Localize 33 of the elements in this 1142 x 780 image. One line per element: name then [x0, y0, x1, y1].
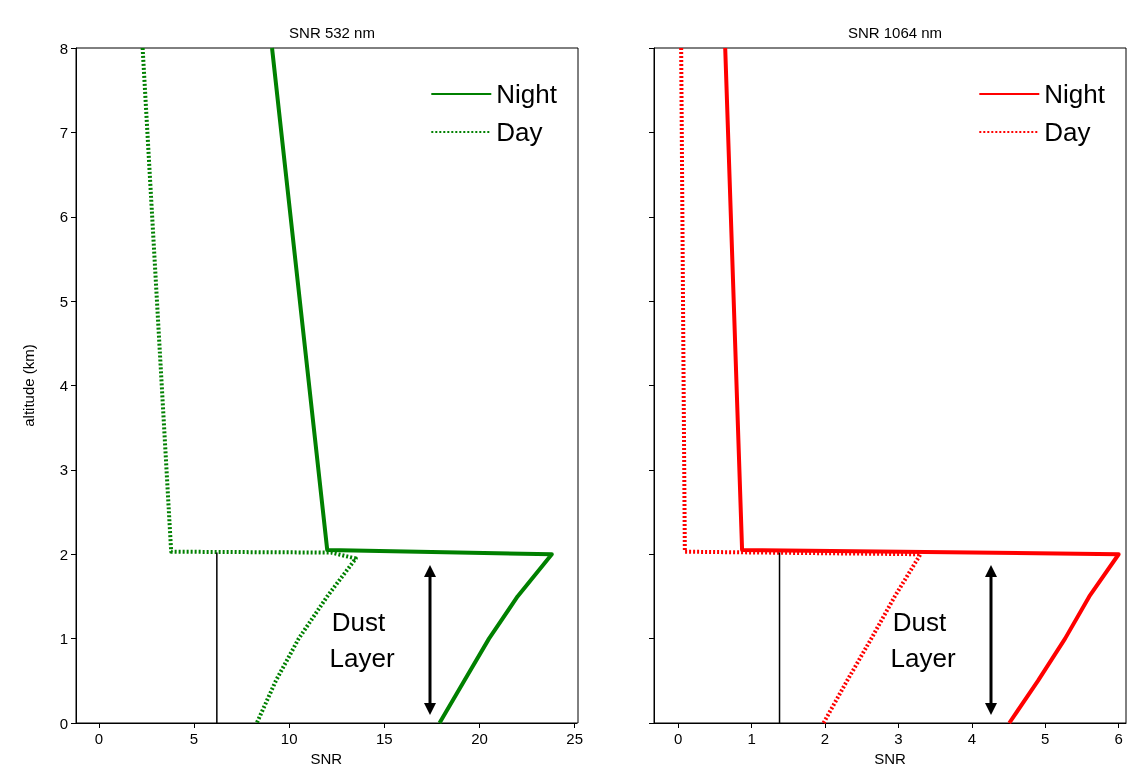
x-tick-label: 5 — [189, 730, 199, 747]
y-tick-label: 7 — [59, 123, 68, 141]
x-tick-label: 2 — [820, 730, 830, 747]
x-tick-label: 25 — [566, 730, 583, 747]
y-tick-label: 2 — [59, 545, 68, 563]
y-tick-label: 1 — [59, 630, 68, 648]
x-tick-label: 5 — [1041, 730, 1050, 747]
y-tick-label: 8 — [59, 39, 68, 57]
y-tick-label: 3 — [59, 461, 68, 479]
x-tick-label: 0 — [94, 730, 104, 747]
x-tick-label: 20 — [471, 730, 488, 747]
chart-title: SNR 532 nm — [289, 24, 375, 41]
annotation: Dust Layer — [890, 606, 956, 673]
x-axis-title: SNR — [874, 750, 906, 767]
x-tick-label: 1 — [747, 730, 756, 747]
legend-label: Night — [496, 79, 558, 109]
y-tick-label: 6 — [59, 208, 68, 226]
x-tick-label: 15 — [375, 730, 393, 747]
x-tick-label: 3 — [894, 730, 903, 747]
x-tick-label: 6 — [1114, 730, 1123, 747]
x-tick-label: 0 — [674, 730, 683, 747]
x-axis-title: SNR — [310, 750, 343, 767]
y-tick-label: 0 — [59, 714, 68, 732]
y-tick-label: 4 — [59, 377, 68, 394]
y-axis-title: altitude (km) — [20, 344, 37, 427]
x-tick-label: 10 — [280, 730, 298, 747]
annotation: Dust Layer — [329, 606, 395, 673]
legend-label: Day — [496, 117, 543, 147]
chart-title: SNR 1064 nm — [847, 24, 943, 41]
legend-label: Day — [1044, 117, 1091, 147]
legend-label: Night — [1044, 79, 1106, 109]
x-tick-label: 4 — [967, 730, 977, 747]
y-tick-label: 5 — [59, 292, 68, 310]
